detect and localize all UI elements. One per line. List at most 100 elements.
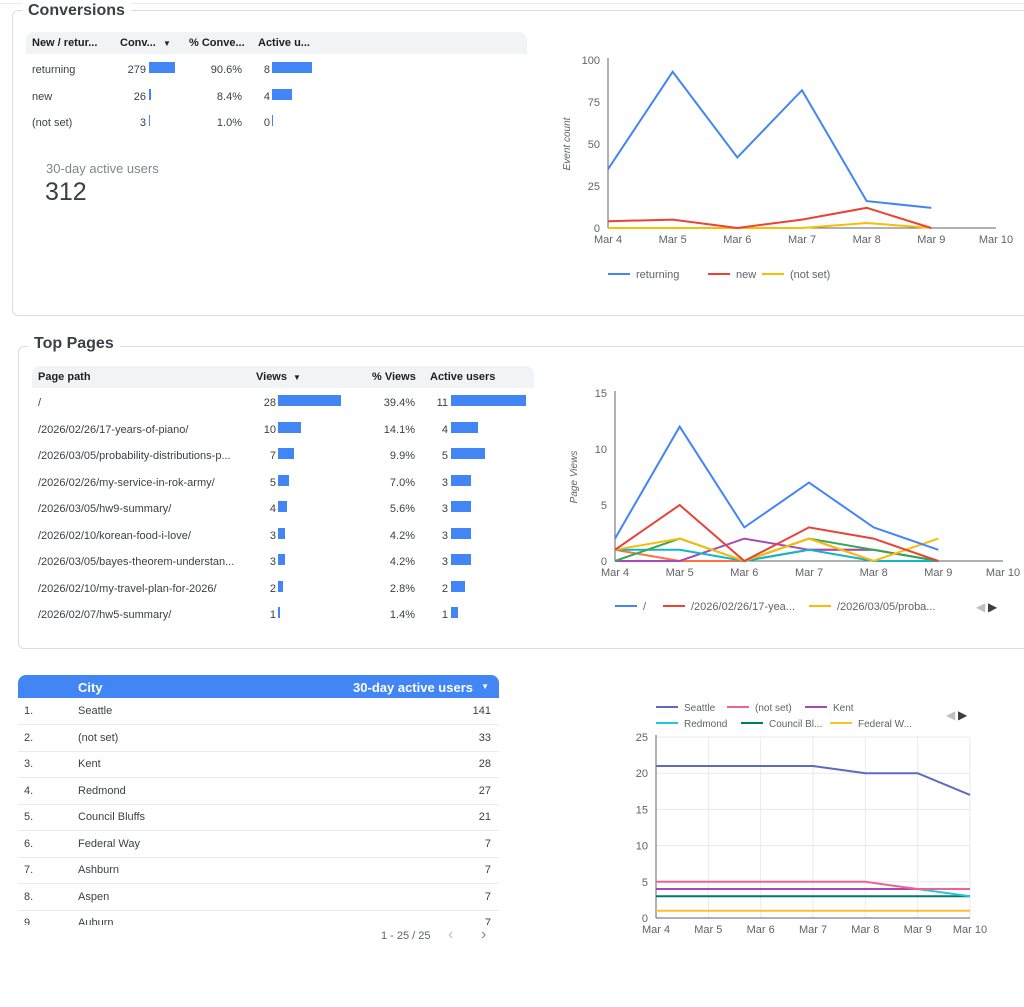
y-tick-label: 15 (636, 804, 648, 816)
col-page-path[interactable]: Page path (38, 371, 91, 383)
conversions-value: 26 (133, 90, 146, 103)
table-row[interactable]: /2026/02/07/hw5-summary/1 1.4% 1 (32, 604, 532, 624)
series-line-new[interactable] (607, 206, 932, 230)
series-line--not-set-[interactable] (608, 221, 932, 229)
table-row[interactable]: 6. Federal Way 7 (18, 831, 499, 858)
table-row[interactable]: 4. Redmond 27 (18, 778, 499, 805)
conversions-bar (149, 88, 152, 100)
active-users-value: 2 (441, 582, 448, 595)
table-row[interactable]: /2026/03/05/bayes-theorem-understan... 3 4… (32, 551, 532, 571)
legend-item[interactable]: /2026/03/05/proba... (837, 601, 935, 613)
pct-views-value: 4.2% (389, 556, 415, 568)
sort-desc-icon[interactable]: ▼ (293, 373, 301, 382)
table-row[interactable]: /2026/02/10/korean-food-i-love/3 4.2% 3 (32, 525, 532, 545)
legend-prev-button[interactable]: ◀ (976, 600, 986, 614)
active-users-bar (451, 554, 472, 565)
y-tick-label: 5 (642, 877, 648, 889)
legend-item[interactable]: Federal W... (858, 719, 912, 730)
series-line--2026-02-26-17-yea-[interactable] (614, 503, 939, 563)
views-bar (278, 421, 301, 433)
legend-item[interactable]: returning (636, 269, 679, 281)
col-active-users[interactable]: 30-day active users (353, 680, 473, 695)
legend-next-button[interactable]: ▶ (958, 708, 968, 722)
table-row[interactable]: 9. Auburn 7 (18, 910, 499, 925)
table-row[interactable]: returning 279 90.6% 8 (26, 59, 526, 79)
table-row[interactable]: / 28 39.4% 11 (32, 392, 532, 412)
x-tick-label: Mar 5 (666, 567, 694, 579)
series-line-Seattle[interactable] (656, 764, 971, 796)
series-line-returning[interactable] (607, 70, 932, 209)
series-line--2026-03-05-proba-[interactable] (614, 537, 939, 563)
page-path[interactable]: /2026/02/26/my-service-in-rok-army/ (38, 476, 215, 489)
legend-item[interactable]: Kent (833, 703, 854, 714)
table-row[interactable]: 3. Kent 28 (18, 751, 499, 778)
series-line-series5[interactable] (615, 548, 939, 563)
table-row[interactable]: /2026/02/10/my-travel-plan-for-2026/2 2.8… (32, 578, 532, 598)
page-path[interactable]: /2026/03/05/bayes-theorem-understan... (38, 556, 235, 568)
x-tick-label: Mar 10 (979, 234, 1013, 246)
table-row[interactable]: /2026/02/26/my-service-in-rok-army/5 7.0%… (32, 472, 532, 492)
y-tick-label: 50 (588, 139, 600, 151)
table-row[interactable]: /2026/03/05/probability-distributions-p.… (32, 445, 532, 465)
views-value: 10 (263, 423, 276, 436)
y-tick-label: 20 (636, 768, 648, 780)
series-line--not-set-[interactable] (656, 880, 970, 891)
legend-item[interactable]: (not set) (755, 703, 792, 714)
table-row[interactable]: (not set) 3 1.0% 0 (26, 112, 526, 132)
page-path[interactable]: / (38, 397, 42, 409)
page-path[interactable]: /2026/03/05/hw9-summary/ (38, 503, 172, 515)
active-users-bar (451, 395, 526, 406)
col-views[interactable]: Views (256, 371, 287, 383)
table-row[interactable]: 5. Council Bluffs 21 (18, 804, 499, 831)
page-path[interactable]: /2026/02/10/my-travel-plan-for-2026/ (38, 582, 217, 595)
table-row[interactable]: 7. Ashburn 7 (18, 857, 499, 884)
active-users-bar (451, 527, 472, 539)
y-tick-label: 5 (601, 500, 607, 512)
table-row[interactable]: 8. Aspen 7 (18, 884, 499, 911)
col-active-users[interactable]: Active users (430, 371, 496, 383)
col-conversions[interactable]: Conv... (120, 37, 156, 49)
city-name: Auburn (78, 917, 114, 925)
page-path[interactable]: /2026/02/10/korean-food-i-love/ (38, 529, 191, 542)
legend-item[interactable]: Seattle (684, 703, 716, 714)
y-axis-label: Page Views (569, 451, 580, 504)
scorecard-label: 30-day active users (46, 161, 159, 176)
legend-item[interactable]: new (736, 269, 756, 281)
legend-next-button[interactable]: ▶ (988, 600, 998, 614)
legend-item[interactable]: /2026/02/26/17-yea... (691, 601, 795, 613)
next-page-button[interactable]: › (481, 926, 487, 943)
legend-item[interactable]: (not set) (790, 269, 830, 281)
row-index: 2. (24, 731, 34, 744)
legend-item[interactable]: Council Bl... (769, 719, 822, 730)
table-row[interactable]: /2026/03/05/hw9-summary/4 5.6% 3 (32, 498, 532, 518)
col-pct-conversions[interactable]: % Conve... (189, 37, 245, 49)
col-pct-views[interactable]: % Views (372, 371, 416, 383)
active-users-value: 11 (436, 397, 448, 409)
legend-item[interactable]: Redmond (684, 719, 727, 730)
table-row[interactable]: 1. Seattle 141 (18, 698, 499, 725)
x-tick-label: Mar 9 (924, 567, 952, 579)
active-users-value: 5 (441, 450, 448, 462)
active-users-value: 4 (441, 423, 448, 436)
pct-views-value: 1.4% (389, 609, 415, 621)
page-path[interactable]: /2026/02/26/17-years-of-piano/ (38, 423, 189, 436)
table-row[interactable]: 2. (not set) 33 (18, 725, 499, 752)
page-path[interactable]: /2026/02/07/hw5-summary/ (38, 609, 172, 621)
row-index: 3. (24, 758, 34, 770)
table-row[interactable]: new 26 8.4% 4 (26, 86, 526, 106)
city-name: Kent (78, 758, 101, 770)
x-tick-label: Mar 9 (917, 234, 945, 246)
col-city[interactable]: City (78, 680, 103, 695)
sort-desc-icon[interactable]: ▼ (481, 682, 489, 691)
table-row[interactable]: /2026/02/26/17-years-of-piano/10 14.1% 4 (32, 419, 532, 439)
prev-page-button[interactable]: ‹ (448, 926, 454, 943)
col-new-returning[interactable]: New / retur... (32, 37, 98, 49)
page-path[interactable]: /2026/03/05/probability-distributions-p.… (38, 450, 231, 462)
city-name: Federal Way (78, 837, 140, 850)
col-active-users[interactable]: Active u... (258, 37, 310, 49)
row-index: 7. (24, 864, 34, 876)
legend-prev-button[interactable]: ◀ (946, 708, 956, 722)
series-line--[interactable] (614, 424, 939, 551)
legend-item[interactable]: / (643, 601, 647, 613)
sort-desc-icon[interactable]: ▼ (163, 39, 171, 48)
